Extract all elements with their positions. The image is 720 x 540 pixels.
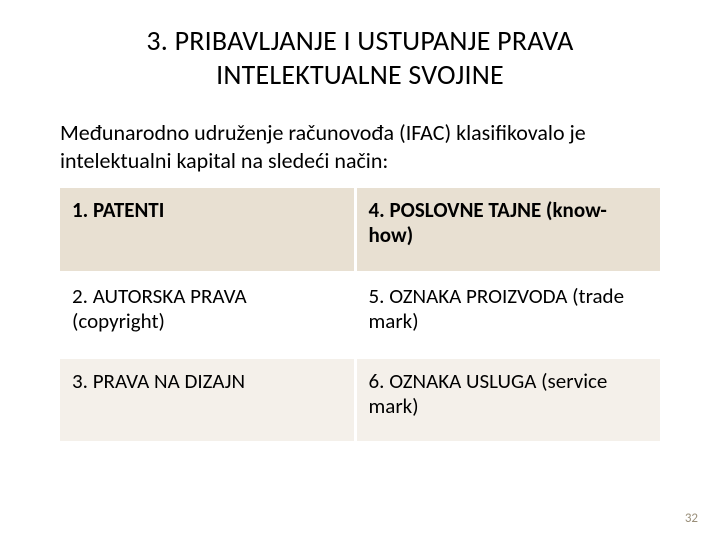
page-number: 32 [685,511,698,526]
title-line-1: 3. PRIBAVLJANJE I USTUPANJE PRAVA [146,23,573,58]
table-row: 1. PATENTI 4. POSLOVNE TAJNE (know-how) [60,188,660,272]
slide: 3. PRIBAVLJANJE I USTUPANJE PRAVA INTELE… [0,0,720,540]
slide-title: 3. PRIBAVLJANJE I USTUPANJE PRAVA INTELE… [0,0,720,91]
table-cell: 1. PATENTI [60,188,355,272]
table-cell: 3. PRAVA NA DIZAJN [60,357,355,441]
table-cell: 2. AUTORSKA PRAVA (copyright) [60,272,355,357]
table-cell: 5. OZNAKA PROIZVODA (trade mark) [355,272,660,357]
slide-subtitle: Međunarodno udruženje računovođa (IFAC) … [60,119,660,174]
table-cell: 6. OZNAKA USLUGA (service mark) [355,357,660,441]
classification-table: 1. PATENTI 4. POSLOVNE TAJNE (know-how) … [60,188,660,441]
table-cell: 4. POSLOVNE TAJNE (know-how) [355,188,660,272]
table-row: 3. PRAVA NA DIZAJN 6. OZNAKA USLUGA (ser… [60,357,660,441]
table-row: 2. AUTORSKA PRAVA (copyright) 5. OZNAKA … [60,272,660,357]
title-line-2: INTELEKTUALNE SVOJINE [216,57,504,92]
